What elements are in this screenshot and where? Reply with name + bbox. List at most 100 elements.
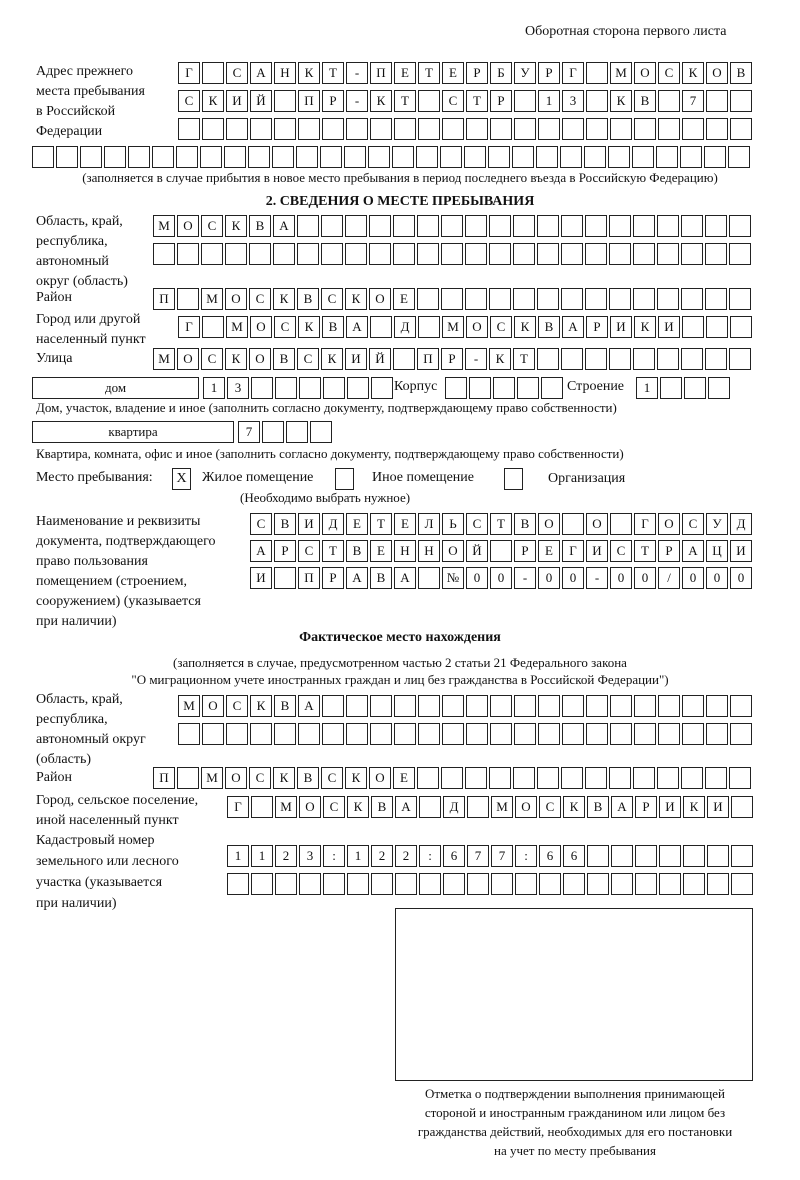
char-box[interactable]	[251, 796, 273, 818]
char-box[interactable]: 3	[299, 845, 321, 867]
char-box[interactable]	[730, 723, 752, 745]
char-box[interactable]: Т	[490, 513, 512, 535]
char-box[interactable]: Т	[634, 540, 656, 562]
char-box[interactable]	[657, 288, 679, 310]
char-box[interactable]	[586, 90, 608, 112]
char-box[interactable]	[178, 723, 200, 745]
char-box[interactable]: У	[514, 62, 536, 84]
char-box[interactable]	[586, 62, 608, 84]
char-box[interactable]: Д	[322, 513, 344, 535]
char-box[interactable]	[513, 288, 535, 310]
char-box[interactable]: С	[249, 767, 271, 789]
char-box[interactable]: М	[275, 796, 297, 818]
char-box[interactable]: К	[225, 348, 247, 370]
char-box[interactable]	[517, 377, 539, 399]
char-box[interactable]: 0	[466, 567, 488, 589]
char-box[interactable]: О	[369, 288, 391, 310]
char-box[interactable]	[681, 767, 703, 789]
char-box[interactable]	[683, 845, 705, 867]
char-box[interactable]: О	[634, 62, 656, 84]
char-box[interactable]	[419, 873, 441, 895]
char-box[interactable]: Т	[322, 540, 344, 562]
char-box[interactable]	[442, 118, 464, 140]
char-box[interactable]: И	[345, 348, 367, 370]
char-box[interactable]	[441, 767, 463, 789]
char-box[interactable]	[297, 215, 319, 237]
char-box[interactable]	[417, 288, 439, 310]
char-box[interactable]	[298, 118, 320, 140]
char-box[interactable]	[466, 118, 488, 140]
char-box[interactable]	[562, 118, 584, 140]
char-box[interactable]	[680, 146, 702, 168]
char-box[interactable]	[562, 695, 584, 717]
char-box[interactable]: П	[370, 62, 392, 84]
char-box[interactable]: Й	[250, 90, 272, 112]
char-box[interactable]	[345, 243, 367, 265]
char-box[interactable]: У	[706, 513, 728, 535]
char-box[interactable]: М	[153, 215, 175, 237]
char-box[interactable]: В	[274, 695, 296, 717]
char-box[interactable]	[464, 146, 486, 168]
char-box[interactable]: И	[298, 513, 320, 535]
char-box[interactable]: И	[659, 796, 681, 818]
char-box[interactable]	[561, 348, 583, 370]
char-box[interactable]	[418, 723, 440, 745]
char-box[interactable]: Р	[274, 540, 296, 562]
char-box[interactable]: Н	[418, 540, 440, 562]
char-box[interactable]	[561, 243, 583, 265]
char-box[interactable]	[393, 215, 415, 237]
char-box[interactable]	[585, 243, 607, 265]
char-box[interactable]: В	[514, 513, 536, 535]
char-box[interactable]	[587, 845, 609, 867]
char-box[interactable]	[274, 567, 296, 589]
char-box[interactable]	[706, 695, 728, 717]
option-checkbox-other[interactable]	[335, 468, 354, 490]
char-box[interactable]: М	[226, 316, 248, 338]
char-box[interactable]	[394, 723, 416, 745]
char-box[interactable]: 1	[203, 377, 225, 399]
char-box[interactable]: С	[442, 90, 464, 112]
char-box[interactable]: С	[466, 513, 488, 535]
char-box[interactable]	[611, 873, 633, 895]
char-box[interactable]: С	[226, 62, 248, 84]
char-box[interactable]: Ц	[706, 540, 728, 562]
char-box[interactable]: Н	[274, 62, 296, 84]
char-box[interactable]	[730, 695, 752, 717]
char-box[interactable]: 1	[227, 845, 249, 867]
char-box[interactable]: А	[346, 567, 368, 589]
char-box[interactable]: К	[345, 767, 367, 789]
char-box[interactable]: Й	[369, 348, 391, 370]
char-box[interactable]	[177, 243, 199, 265]
char-box[interactable]: В	[587, 796, 609, 818]
char-box[interactable]: Е	[393, 767, 415, 789]
char-box[interactable]	[633, 767, 655, 789]
char-box[interactable]: С	[323, 796, 345, 818]
char-box[interactable]	[370, 118, 392, 140]
char-box[interactable]: К	[298, 62, 320, 84]
char-box[interactable]	[585, 767, 607, 789]
char-box[interactable]: Н	[394, 540, 416, 562]
char-box[interactable]: М	[178, 695, 200, 717]
char-box[interactable]	[634, 695, 656, 717]
char-box[interactable]: А	[250, 62, 272, 84]
char-box[interactable]: С	[658, 62, 680, 84]
char-box[interactable]	[368, 146, 390, 168]
char-box[interactable]	[490, 695, 512, 717]
char-box[interactable]: В	[371, 796, 393, 818]
char-box[interactable]	[707, 873, 729, 895]
char-box[interactable]: 6	[539, 845, 561, 867]
char-box[interactable]: О	[177, 215, 199, 237]
char-box[interactable]: 0	[730, 567, 752, 589]
char-box[interactable]: В	[273, 348, 295, 370]
char-box[interactable]: В	[634, 90, 656, 112]
char-box[interactable]	[104, 146, 126, 168]
char-box[interactable]	[706, 723, 728, 745]
char-box[interactable]: 6	[563, 845, 585, 867]
char-box[interactable]	[417, 243, 439, 265]
char-box[interactable]	[514, 118, 536, 140]
char-box[interactable]	[657, 348, 679, 370]
char-box[interactable]: К	[273, 767, 295, 789]
char-box[interactable]	[344, 146, 366, 168]
char-box[interactable]	[298, 723, 320, 745]
char-box[interactable]	[681, 288, 703, 310]
